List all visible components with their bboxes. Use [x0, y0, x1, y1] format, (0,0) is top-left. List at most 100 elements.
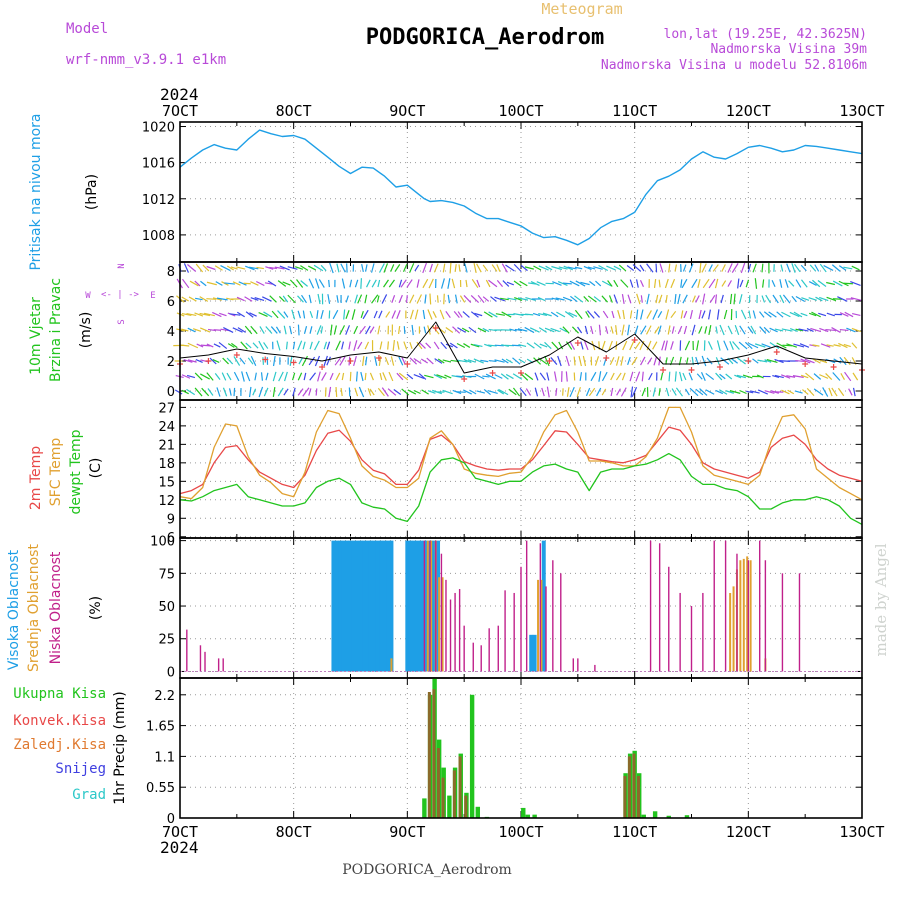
wind-arrow [808, 297, 817, 301]
wind-arrow [819, 296, 829, 302]
wind-arrow [364, 356, 368, 366]
wind-arrow [699, 262, 702, 274]
wind-arrow [688, 263, 694, 273]
wind-arrow [647, 357, 653, 365]
wind-arrow [658, 388, 661, 396]
cloud-low-label: Niska Oblacnost [48, 551, 64, 664]
gust-marker [290, 359, 297, 366]
bottom-time-ticks: 7OCT 8OCT 9OCT 10OCT 11OCT 12OCT 13OCT [162, 823, 885, 841]
wind-arrow [452, 326, 461, 334]
wind-arrow [837, 296, 848, 302]
wind-arrow [671, 326, 675, 334]
wind-arrow [428, 278, 434, 289]
wind-arrow [508, 388, 517, 396]
wind-arrow [752, 310, 757, 319]
wind-arrow [285, 341, 288, 350]
wind-arrow [695, 295, 700, 303]
wind-arrow [512, 387, 521, 397]
wind-arrow [639, 264, 645, 272]
wind-arrow [769, 342, 780, 349]
wind-arrow [406, 373, 414, 380]
wind-arrow [314, 355, 321, 367]
wind-arrow [269, 295, 277, 303]
wind-arrow [748, 342, 759, 349]
wind-arrow [609, 356, 615, 366]
wind-arrow [793, 311, 803, 318]
wind-arrow [641, 387, 646, 397]
wind-arrow [699, 388, 708, 396]
wind-arrow [303, 372, 307, 381]
wind-arrow [317, 371, 321, 382]
wind-arrow [482, 264, 489, 272]
wind-arrow [213, 343, 221, 348]
wind-arrow [670, 278, 676, 289]
wind-arrow [391, 310, 397, 319]
wind-arrow [220, 265, 231, 271]
wind-arrow [473, 343, 483, 348]
wind-arrow [660, 372, 664, 381]
wind-arrow [316, 310, 319, 319]
wind-arrow [387, 388, 397, 396]
wind-arrow [852, 372, 859, 381]
wind-arrow [736, 374, 746, 379]
wind-arrow [226, 265, 235, 271]
wind-arrow [247, 357, 254, 365]
wind-arrow [222, 387, 228, 397]
wind-arrow [658, 294, 663, 304]
wind-arrow [590, 325, 594, 335]
wind-arrow [846, 327, 856, 333]
wind-arrow [291, 309, 296, 320]
wind-arrow [844, 371, 852, 382]
wind-arrow [636, 293, 641, 305]
wind-arrow [578, 355, 582, 367]
wind-arrow [810, 327, 822, 333]
compass-arrows: <- | -> [101, 290, 140, 300]
wind-arrow [488, 359, 497, 363]
wind-arrow [501, 263, 508, 273]
wind-arrow [602, 310, 609, 319]
wind-arrow [444, 374, 452, 379]
wind-arrow [495, 313, 505, 316]
wind-arrow [221, 372, 227, 381]
wind-arrow [558, 341, 564, 350]
wind-arrow [409, 294, 415, 304]
wind-arrow [786, 263, 791, 273]
wind-arrow [557, 355, 562, 367]
wind-arrow [457, 311, 463, 318]
wind-speed-line [179, 321, 863, 374]
wind-arrow [183, 359, 193, 363]
precip-legend-label: Snijeg [55, 761, 106, 777]
wind-arrow [345, 310, 350, 319]
wind-arrow [436, 374, 447, 379]
wind-arrow [250, 325, 258, 335]
wind-arrow [199, 296, 209, 302]
wind-arrow [598, 264, 609, 272]
panel-pressure: 1008 1012 1016 1020 [142, 121, 863, 262]
wind-arrow [691, 295, 696, 303]
compass-legend: W E <- | -> N S [85, 263, 155, 324]
wind-arrow [533, 357, 542, 365]
wind-arrow [595, 280, 602, 287]
wind-arrow [769, 327, 778, 333]
wind-arrow [739, 389, 747, 395]
wind-arrow [303, 326, 308, 334]
y-tick-label: 2.2 [154, 689, 175, 704]
wind-arrow [194, 312, 204, 317]
wind-arrow [719, 373, 726, 380]
wind-arrow [501, 311, 512, 318]
wind-arrow [585, 311, 590, 318]
wind-arrow [308, 388, 312, 396]
wind-arrow [272, 355, 276, 367]
wind-arrow [698, 326, 703, 334]
wind-arrow [301, 355, 308, 367]
y-tick-label: 100 [150, 535, 175, 550]
wind-arrow [314, 278, 320, 289]
wind-arrow [296, 279, 304, 288]
wind-arrow [330, 324, 333, 336]
wind-arrow [622, 309, 625, 320]
wind-arrow [374, 356, 378, 366]
wind-arrow [398, 372, 409, 381]
wind-arrow [357, 294, 363, 304]
wind-arrow [668, 371, 671, 382]
wind-arrow [620, 387, 627, 397]
